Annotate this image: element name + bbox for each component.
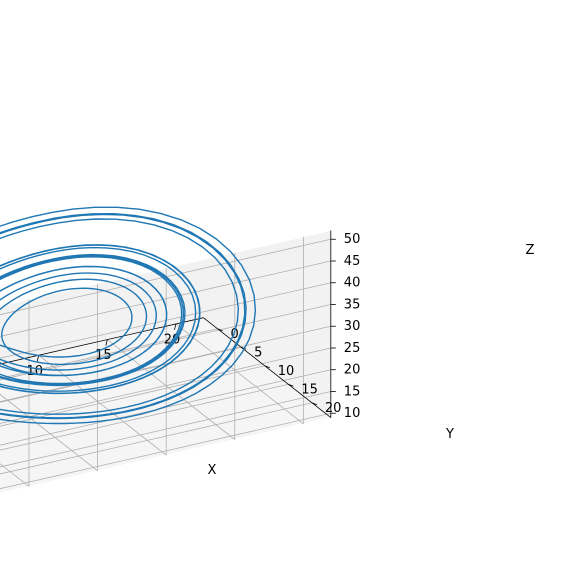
series-0-line	[0, 206, 257, 425]
x-grid-floor	[38, 354, 167, 456]
z-tick-label: 25	[344, 341, 361, 356]
z-grid-back	[0, 325, 331, 403]
z-grid-back	[0, 412, 331, 490]
z-grid-back	[0, 347, 331, 424]
y-grid-floor	[0, 328, 218, 379]
y-tick-label: 20	[325, 401, 342, 416]
z-tick-label: 45	[344, 254, 361, 269]
z-grid-back	[0, 282, 331, 359]
z-grid-back	[0, 238, 331, 316]
z-tick-label: 50	[344, 232, 361, 247]
x-tick-label: 10	[27, 364, 44, 379]
series-layer	[0, 206, 257, 425]
x-grid-floor	[107, 339, 236, 440]
y-tick-label-mark	[264, 365, 270, 369]
z-grid-back	[0, 369, 331, 446]
z-tick-label: 10	[344, 406, 361, 421]
z-grid-back	[0, 391, 331, 468]
z-tick-label: 35	[344, 298, 361, 313]
y-axis-label: Y	[445, 427, 454, 442]
y-tick-label-mark	[311, 402, 318, 406]
z-tick-label: 40	[344, 276, 361, 291]
x-grid-floor	[0, 463, 30, 487]
y-tick-label-mark	[217, 328, 223, 332]
x-grid-floor	[175, 323, 304, 425]
y-tick-label: 15	[301, 383, 318, 398]
x-tick-label-mark	[36, 355, 40, 362]
y-tick-label: 0	[231, 327, 239, 342]
x-tick-label-mark	[174, 323, 177, 331]
y-tick-label: 10	[278, 364, 295, 379]
y-grid-floor	[0, 383, 289, 451]
z-grid-back	[0, 304, 331, 381]
z-tick-label: 20	[344, 363, 361, 378]
y-axis-line	[203, 317, 332, 418]
z-tick-label: 30	[344, 319, 361, 334]
x-axis-line	[0, 317, 204, 365]
y-tick-label: 5	[254, 346, 262, 361]
y-tick-label-mark	[288, 383, 294, 387]
y-grid-floor	[0, 365, 265, 427]
x-grid-floor	[0, 393, 98, 472]
z-grid-back	[0, 260, 331, 337]
z-tick-label: 15	[344, 385, 361, 400]
axis-lines	[0, 230, 332, 418]
z-axis-label: Z	[526, 243, 535, 258]
x-tick-label-mark	[105, 339, 108, 346]
y-grid-floor	[0, 402, 313, 475]
y-grid-floor	[0, 346, 242, 403]
x-axis-label: X	[208, 463, 217, 478]
grid-lines	[0, 236, 331, 490]
